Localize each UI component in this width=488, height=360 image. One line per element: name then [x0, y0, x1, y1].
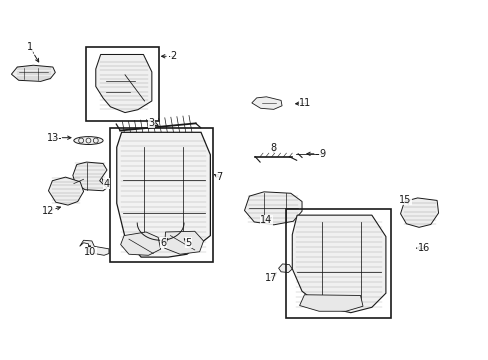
PathPatch shape	[11, 65, 55, 81]
Text: 7: 7	[216, 172, 222, 182]
Bar	[285, 209, 390, 318]
Text: 4: 4	[103, 179, 109, 189]
PathPatch shape	[164, 231, 203, 254]
Text: 15: 15	[398, 195, 411, 205]
Bar	[86, 47, 159, 121]
Text: 1: 1	[27, 42, 33, 52]
Text: 5: 5	[185, 238, 191, 248]
Text: 17: 17	[264, 273, 277, 283]
Text: 13: 13	[47, 133, 59, 143]
PathPatch shape	[96, 54, 152, 113]
PathPatch shape	[244, 192, 302, 225]
PathPatch shape	[121, 232, 160, 255]
Text: 14: 14	[260, 215, 272, 225]
PathPatch shape	[292, 215, 385, 313]
PathPatch shape	[299, 295, 362, 311]
Text: 2: 2	[170, 51, 177, 61]
PathPatch shape	[251, 97, 282, 109]
Text: 6: 6	[160, 238, 166, 248]
Ellipse shape	[74, 136, 103, 144]
Text: 16: 16	[417, 243, 429, 253]
Text: 3: 3	[148, 118, 155, 128]
PathPatch shape	[400, 198, 438, 227]
PathPatch shape	[73, 162, 107, 191]
Text: 10: 10	[83, 247, 96, 257]
PathPatch shape	[48, 177, 83, 205]
Text: 11: 11	[299, 98, 311, 108]
Text: 12: 12	[42, 206, 55, 216]
PathPatch shape	[117, 132, 210, 257]
Text: 8: 8	[270, 143, 276, 153]
Bar	[110, 128, 212, 262]
PathPatch shape	[80, 240, 109, 255]
Text: 9: 9	[319, 149, 325, 159]
PathPatch shape	[278, 264, 292, 273]
